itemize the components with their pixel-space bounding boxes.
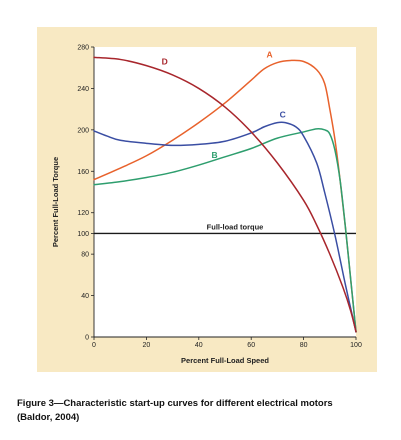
y-tick-label: 280 [77, 45, 89, 52]
chart-panel: 0 40 80 100 120 160 200 240 280 0 20 40 60 80 100 Perc… [37, 27, 377, 372]
series-d-line [93, 56, 357, 333]
series-b-line [93, 127, 357, 333]
y-tick-label: 160 [77, 169, 89, 176]
y-tick-label: 40 [81, 293, 89, 300]
caption-line-2: (Baldor, 2004) [17, 412, 80, 423]
y-tick-label: 0 [85, 335, 89, 342]
y-tick-label: 120 [77, 210, 89, 217]
y-tick-label: 240 [77, 86, 89, 93]
labels-group: Percent Full-Load Speed Percent Full-Load… [51, 49, 286, 365]
y-tick-label: 100 [77, 231, 89, 238]
plot-area [94, 47, 356, 337]
x-tick-label: 60 [247, 342, 255, 349]
series-c-label: C [280, 109, 286, 119]
x-tick-label: 80 [300, 342, 308, 349]
series-b-label: B [211, 150, 217, 160]
y-tick-label: 80 [81, 252, 89, 259]
torque-speed-chart: 0 40 80 100 120 160 200 240 280 0 20 40 60 80 100 Perc… [51, 45, 362, 366]
figure-caption: Figure 3—Characteristic start-up curves … [17, 397, 387, 425]
y-axis-label: Percent Full-Load Torque [51, 157, 60, 247]
full-load-torque-label: Full-load torque [207, 222, 264, 231]
axes-group: 0 40 80 100 120 160 200 240 280 0 20 40 60 80 100 [77, 45, 362, 350]
x-tick-label: 0 [92, 342, 96, 349]
series-a-label: A [266, 49, 272, 59]
x-tick-label: 100 [350, 342, 362, 349]
y-tick-label: 200 [77, 127, 89, 134]
series-d-label: D [162, 57, 168, 67]
caption-line-1: Figure 3—Characteristic start-up curves … [17, 398, 333, 409]
series-group [93, 56, 357, 333]
x-tick-label: 40 [195, 342, 203, 349]
x-tick-label: 20 [143, 342, 151, 349]
x-axis-label: Percent Full-Load Speed [181, 356, 269, 365]
series-c-line [93, 121, 357, 333]
